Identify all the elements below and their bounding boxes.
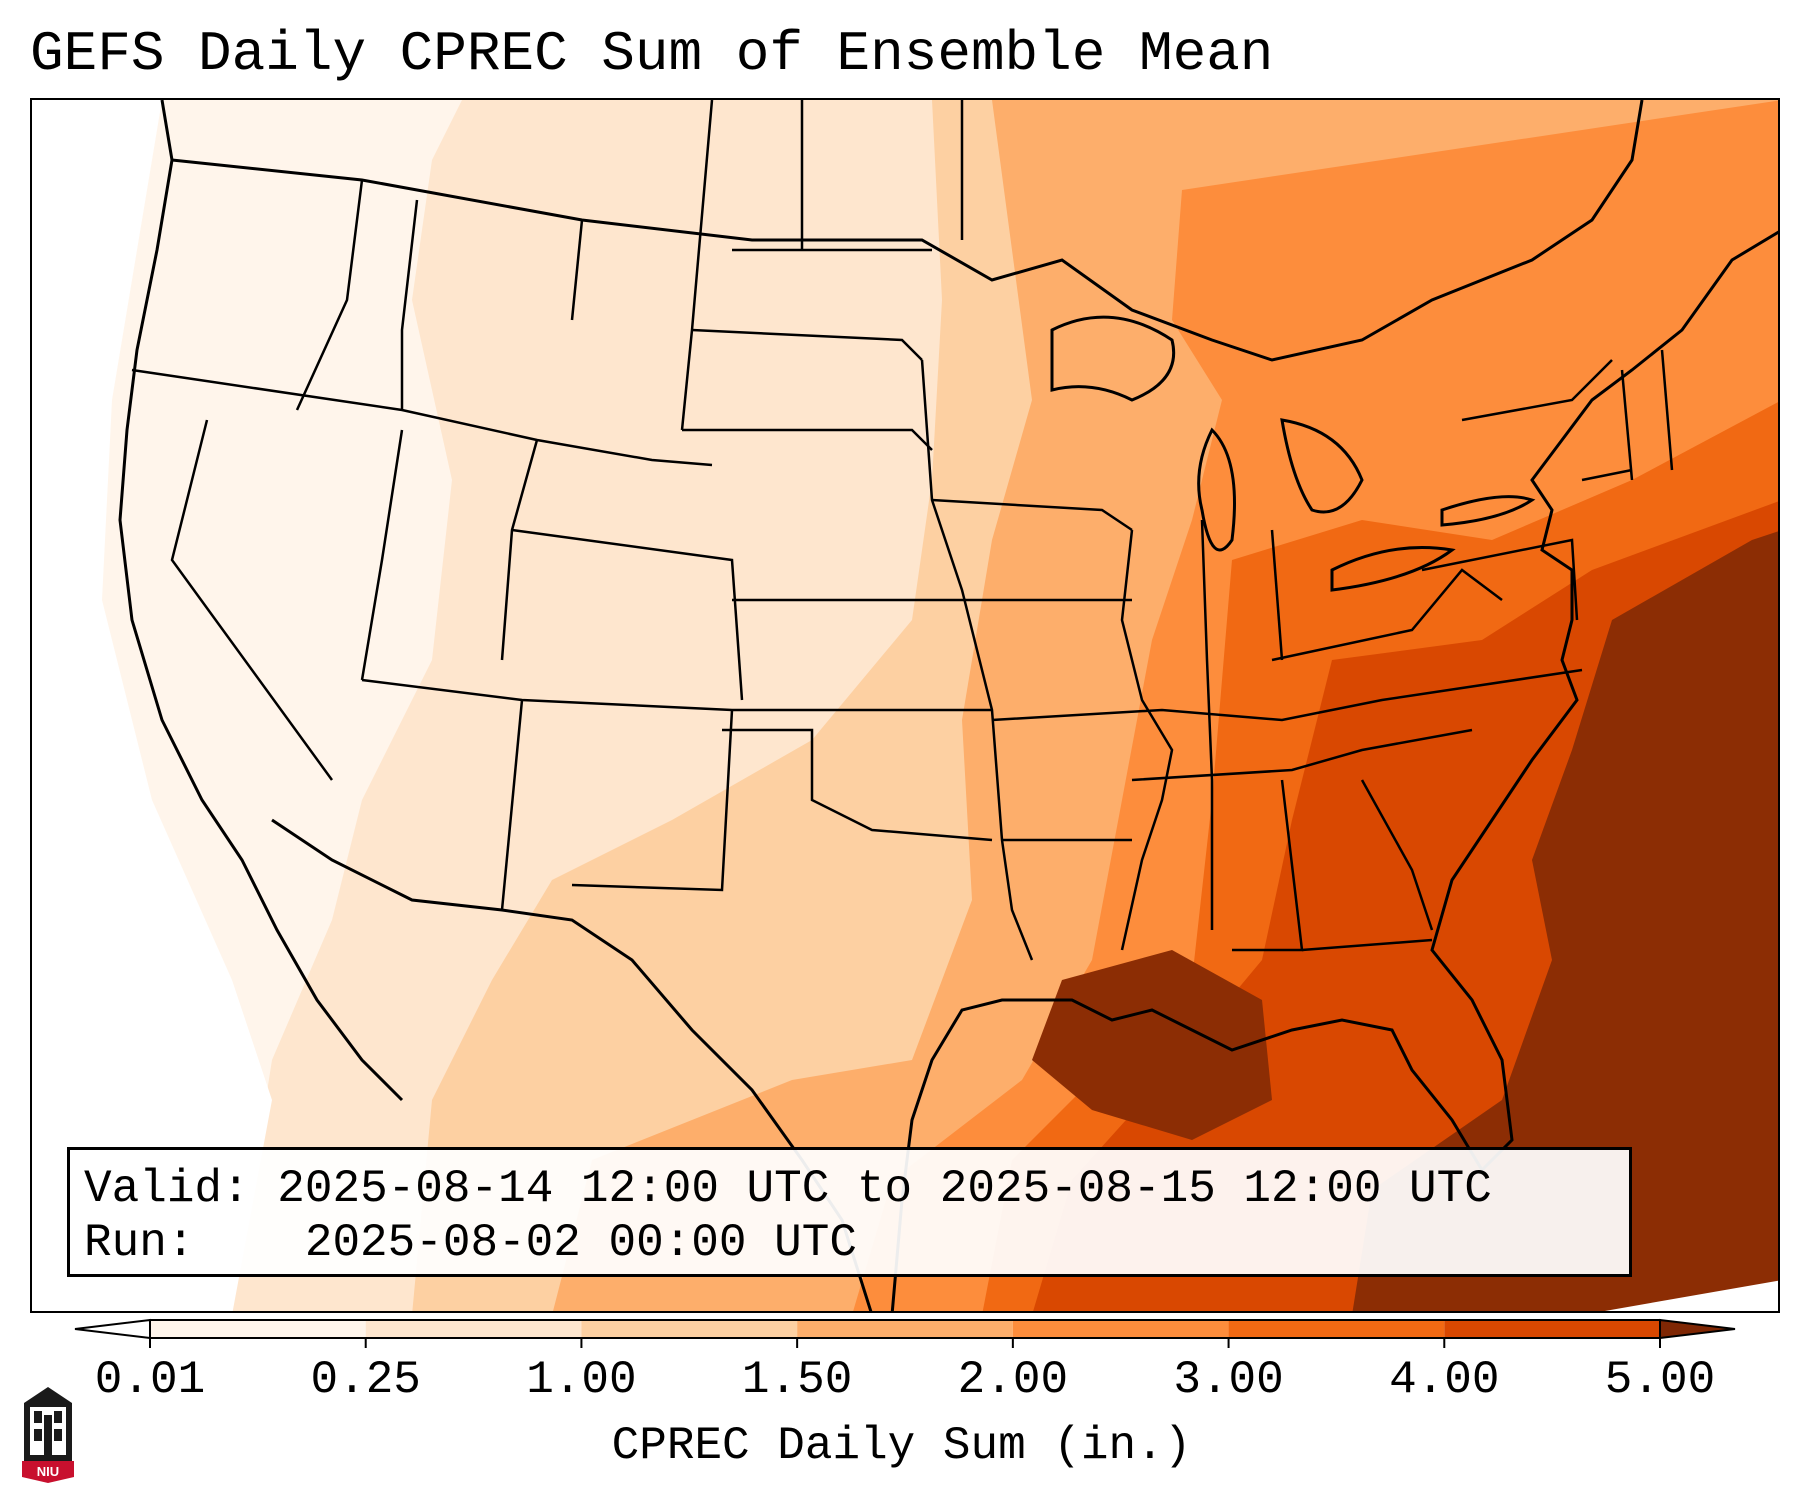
valid-value: 2025-08-14 12:00 UTC to 2025-08-15 12:00…	[277, 1163, 1492, 1215]
colorbar-segment	[1444, 1320, 1660, 1338]
colorbar	[74, 1318, 1736, 1348]
colorbar-tick-label: 0.01	[94, 1354, 206, 1406]
colorbar-tick-label: 1.00	[526, 1354, 637, 1406]
canada-border	[171, 100, 1644, 362]
colorbar-tick-label: 4.00	[1389, 1354, 1500, 1406]
map-panel[interactable]	[30, 98, 1780, 1313]
valid-run-info-box: Valid: 2025-08-14 12:00 UTC to 2025-08-1…	[67, 1147, 1632, 1277]
niu-logo-text: NIU	[37, 1464, 59, 1479]
colorbar-under-arrow	[74, 1318, 151, 1340]
precip-map	[32, 100, 1778, 1311]
colorbar-segment	[1012, 1320, 1229, 1338]
projection-edge-bottom	[1604, 1280, 1778, 1311]
precip-field-5.00	[1352, 531, 1778, 1311]
colorbar-segment	[1228, 1320, 1445, 1338]
niu-logo: NIU	[22, 1387, 74, 1483]
colorbar-segment	[581, 1320, 798, 1338]
run-value: 2025-08-02 00:00 UTC	[304, 1217, 857, 1269]
colorbar-tick-label: 1.50	[741, 1354, 853, 1406]
colorbar-outline	[149, 1319, 1661, 1339]
colorbar-tick-label: 0.25	[310, 1354, 421, 1406]
valid-label: Valid:	[84, 1163, 250, 1215]
colorbar-tick-label: 2.00	[957, 1354, 1069, 1406]
colorbar-tick-label: 3.00	[1173, 1354, 1284, 1406]
colorbar-segment	[365, 1320, 582, 1338]
colorbar-segment	[797, 1320, 1013, 1338]
precip-field-5.00-gulf	[1032, 950, 1272, 1140]
map-title: GEFS Daily CPREC Sum of Ensemble Mean	[30, 22, 1274, 86]
coastline	[118, 100, 1778, 1311]
pacific-ocean-low	[32, 100, 272, 1311]
run-label: Run:	[84, 1217, 195, 1269]
colorbar-segment	[150, 1320, 366, 1338]
colorbar-over-arrow	[1659, 1318, 1736, 1340]
colorbar-tick-label: 5.00	[1604, 1354, 1716, 1406]
state-borders	[131, 100, 1674, 961]
colorbar-label: CPREC Daily Sum (in.)	[611, 1420, 1192, 1472]
great-lakes	[1050, 315, 1536, 592]
